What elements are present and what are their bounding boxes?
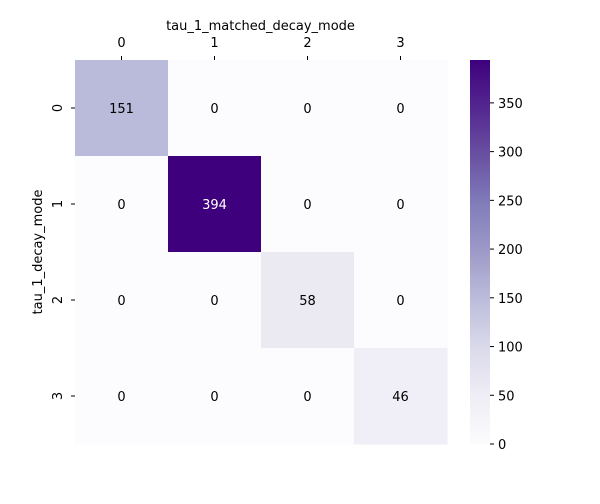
cell-value-r0-c3: 0 — [396, 102, 404, 117]
heatmap-cell-r0-c0 — [75, 60, 169, 157]
cell-value-r1-c0: 0 — [117, 198, 125, 213]
colorbar-tick-label-4: 200 — [498, 243, 523, 258]
heatmap-cell-r2-c1 — [168, 252, 262, 349]
cell-value-r1-c1: 394 — [202, 198, 227, 213]
cell-value-r2-c0: 0 — [117, 294, 125, 309]
x-tick-label-3: 3 — [396, 36, 404, 51]
heatmap-cell-r2-c0 — [75, 252, 169, 349]
heatmap-cell-r2-c3 — [354, 252, 448, 349]
colorbar-tick-label-2: 100 — [498, 341, 523, 356]
heatmap-cell-r1-c1 — [168, 156, 262, 253]
colorbar-ticks: 0 50 100 150 200 250 300 350 — [490, 97, 523, 453]
cell-value-r2-c3: 0 — [396, 294, 404, 309]
y-axis-label: tau_1_decay_mode — [31, 190, 46, 315]
x-tick-label-1: 1 — [210, 36, 218, 51]
heatmap-cell-r0-c2 — [261, 60, 355, 157]
heatmap-cell-r0-c1 — [168, 60, 262, 157]
cell-value-r0-c0: 151 — [109, 102, 134, 117]
cell-value-r3-c3: 46 — [392, 390, 409, 405]
colorbar — [470, 60, 490, 444]
colorbar-tick-label-5: 250 — [498, 194, 523, 209]
colorbar-tick-label-1: 50 — [498, 389, 515, 404]
colorbar-tick-label-6: 300 — [498, 146, 523, 161]
heatmap-cell-r3-c2 — [261, 348, 355, 445]
heatmap-cell-r2-c2 — [261, 252, 355, 349]
cell-value-r2-c2: 58 — [299, 294, 316, 309]
x-axis-ticks: 0 1 2 3 — [117, 36, 405, 60]
colorbar-tick-label-0: 0 — [498, 438, 506, 453]
cell-value-r0-c2: 0 — [303, 102, 311, 117]
cell-value-r1-c2: 0 — [303, 198, 311, 213]
cell-value-r1-c3: 0 — [396, 198, 404, 213]
x-tick-label-2: 2 — [303, 36, 311, 51]
y-tick-label-2: 2 — [51, 296, 66, 304]
heatmap-cell-r1-c0 — [75, 156, 169, 253]
y-tick-label-0: 0 — [51, 104, 66, 112]
cell-value-r3-c0: 0 — [117, 390, 125, 405]
heatmap-cell-r3-c0 — [75, 348, 169, 445]
y-tick-label-1: 1 — [51, 200, 66, 208]
heatmap-cells — [75, 60, 448, 445]
x-axis-label: tau_1_matched_decay_mode — [166, 19, 355, 34]
heatmap-cell-r3-c1 — [168, 348, 262, 445]
colorbar-tick-label-3: 150 — [498, 292, 523, 307]
cell-value-r3-c1: 0 — [210, 390, 218, 405]
heatmap-cell-r1-c3 — [354, 156, 448, 253]
x-tick-label-0: 0 — [117, 36, 125, 51]
heatmap-cell-labels: 151 0 0 0 0 394 0 0 0 0 58 0 0 0 0 46 — [109, 102, 409, 405]
heatmap-cell-r3-c3 — [354, 348, 448, 445]
cell-value-r3-c2: 0 — [303, 390, 311, 405]
cell-value-r0-c1: 0 — [210, 102, 218, 117]
heatmap-cell-r1-c2 — [261, 156, 355, 253]
colorbar-tick-label-7: 350 — [498, 97, 523, 112]
y-axis-ticks: 0 1 2 3 — [51, 104, 75, 400]
cell-value-r2-c1: 0 — [210, 294, 218, 309]
heatmap-cell-r0-c3 — [354, 60, 448, 157]
y-tick-label-3: 3 — [51, 392, 66, 400]
